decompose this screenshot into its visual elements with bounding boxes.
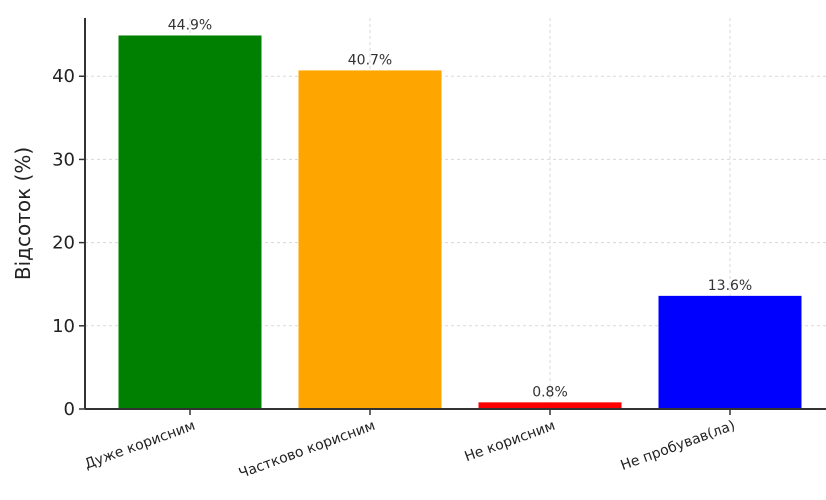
bar	[658, 295, 802, 409]
data-labels-layer: 44.9% 40.7% 0.8% 13.6%	[168, 17, 752, 400]
bar	[478, 402, 622, 409]
y-tick-label: 10	[52, 316, 75, 337]
bar-value-label: 13.6%	[708, 278, 752, 294]
bar	[118, 35, 262, 409]
x-tick-label: Не корисним	[463, 418, 558, 466]
y-tick-label: 20	[52, 233, 75, 254]
y-tick-label: 40	[52, 66, 75, 87]
y-axis-title: Відсоток (%)	[11, 147, 35, 280]
bar	[298, 70, 442, 409]
x-tick-label: Частково корисним	[237, 418, 378, 482]
axes-layer	[84, 18, 826, 410]
y-tick-label: 30	[52, 149, 75, 170]
bar-value-label: 40.7%	[348, 52, 392, 68]
bar-value-label: 44.9%	[168, 17, 212, 33]
x-tick-label: Дуже корисним	[82, 418, 197, 473]
y-tick-label: 0	[64, 399, 75, 420]
bars-layer	[118, 35, 802, 409]
y-tick-labels: 0 10 20 30 40	[52, 66, 85, 420]
bar-value-label: 0.8%	[532, 384, 568, 400]
x-tick-label: Не пробував(ла)	[619, 418, 738, 474]
x-tick-labels: Дуже корисним Частково корисним Не корисни…	[82, 409, 737, 482]
